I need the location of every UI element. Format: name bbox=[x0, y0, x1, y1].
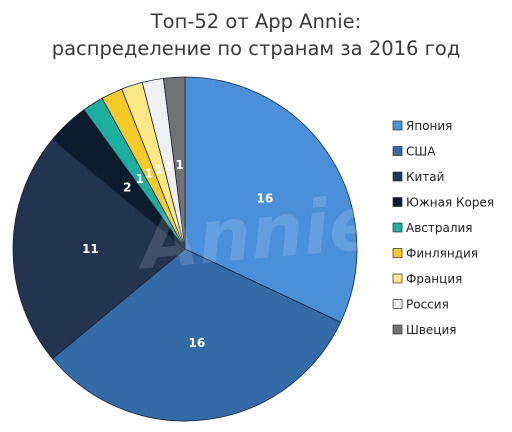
slice-value-label: 1 bbox=[165, 160, 173, 174]
pie-slice-9 bbox=[162, 76, 186, 250]
legend-label: Австралия bbox=[406, 221, 473, 235]
legend-swatch bbox=[392, 171, 403, 182]
legend-swatch bbox=[392, 299, 403, 309]
pie-slice-2 bbox=[51, 248, 342, 422]
slice-value-label: 1 bbox=[176, 158, 184, 172]
legend-swatch bbox=[392, 120, 403, 131]
legend-label: Россия bbox=[406, 298, 449, 312]
legend-label: Франция bbox=[406, 272, 462, 286]
legend: Япония США Китай Южная Корея Австралия Финлян… bbox=[392, 119, 494, 337]
pie-slices bbox=[12, 76, 358, 422]
legend-swatch bbox=[392, 273, 403, 284]
legend-swatch bbox=[392, 197, 403, 207]
legend-label: Финляндия bbox=[406, 247, 478, 261]
slice-value-label: 11 bbox=[82, 242, 99, 256]
pie-slice-3 bbox=[12, 138, 186, 360]
slice-value-label: 2 bbox=[123, 181, 131, 195]
legend-swatch bbox=[392, 222, 403, 233]
slice-value-label: 1 bbox=[155, 163, 163, 177]
watermark-text: Annie bbox=[132, 180, 382, 287]
chart-title-line-1: Топ-52 от App Annie: bbox=[150, 10, 362, 33]
slice-value-label: 16 bbox=[257, 191, 274, 205]
chart-title: Топ-52 от App Annie: распределение по ст… bbox=[0, 8, 512, 62]
legend-label: США bbox=[406, 145, 436, 159]
slice-value-label: 1 bbox=[136, 172, 144, 186]
legend-label: Китай bbox=[406, 170, 444, 184]
slice-value-label: 16 bbox=[189, 336, 206, 350]
legend-swatch bbox=[392, 324, 403, 335]
chart-title-line-2: распределение по странам за 2016 год bbox=[51, 37, 461, 60]
legend-label: Швеция bbox=[406, 323, 456, 337]
legend-label: Япония bbox=[406, 119, 452, 133]
legend-swatch bbox=[392, 248, 403, 258]
slice-value-label: 1 bbox=[145, 167, 153, 181]
legend-label: Южная Корея bbox=[406, 196, 494, 210]
pie-slice-1 bbox=[184, 76, 358, 323]
legend-swatch bbox=[392, 146, 403, 156]
